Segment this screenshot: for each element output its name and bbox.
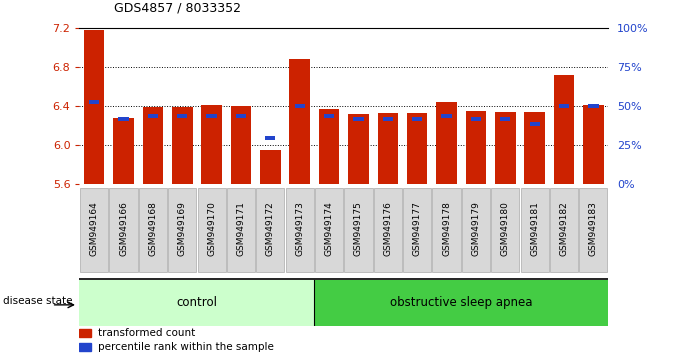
Bar <box>500 117 511 121</box>
Text: GSM949177: GSM949177 <box>413 201 422 256</box>
Text: percentile rank within the sample: percentile rank within the sample <box>98 342 274 352</box>
Bar <box>553 75 574 184</box>
Bar <box>466 111 486 184</box>
Bar <box>201 105 222 184</box>
Text: GSM949169: GSM949169 <box>178 201 187 256</box>
Bar <box>407 113 428 184</box>
Text: GSM949179: GSM949179 <box>471 201 480 256</box>
Text: GSM949166: GSM949166 <box>119 201 128 256</box>
FancyBboxPatch shape <box>520 188 549 273</box>
Text: GSM949180: GSM949180 <box>501 201 510 256</box>
FancyBboxPatch shape <box>374 188 402 273</box>
Bar <box>583 105 604 184</box>
Text: GSM949174: GSM949174 <box>325 201 334 256</box>
Bar <box>142 107 163 184</box>
FancyBboxPatch shape <box>491 188 520 273</box>
Text: GSM949168: GSM949168 <box>149 201 158 256</box>
Bar <box>353 117 363 121</box>
FancyBboxPatch shape <box>314 280 608 326</box>
Bar <box>471 117 481 121</box>
Bar <box>412 117 422 121</box>
Bar <box>89 100 100 104</box>
FancyBboxPatch shape <box>109 188 138 273</box>
FancyBboxPatch shape <box>462 188 490 273</box>
Text: GDS4857 / 8033352: GDS4857 / 8033352 <box>114 1 241 14</box>
FancyBboxPatch shape <box>139 188 167 273</box>
Bar <box>290 59 310 184</box>
Bar <box>559 104 569 108</box>
Text: GSM949182: GSM949182 <box>560 201 569 256</box>
Bar <box>377 113 398 184</box>
Bar <box>588 104 598 108</box>
Bar <box>113 118 134 184</box>
Text: GSM949171: GSM949171 <box>236 201 245 256</box>
Bar <box>118 117 129 121</box>
Text: disease state: disease state <box>3 296 73 306</box>
Bar <box>524 112 545 184</box>
Bar <box>265 136 276 140</box>
Bar <box>148 114 158 118</box>
Text: GSM949172: GSM949172 <box>266 201 275 256</box>
FancyBboxPatch shape <box>579 188 607 273</box>
FancyBboxPatch shape <box>79 280 314 326</box>
Bar <box>294 104 305 108</box>
Bar <box>383 117 393 121</box>
FancyBboxPatch shape <box>315 188 343 273</box>
FancyBboxPatch shape <box>198 188 226 273</box>
Text: GSM949178: GSM949178 <box>442 201 451 256</box>
FancyBboxPatch shape <box>227 188 255 273</box>
Bar <box>442 114 452 118</box>
Text: GSM949176: GSM949176 <box>384 201 392 256</box>
Text: GSM949175: GSM949175 <box>354 201 363 256</box>
FancyBboxPatch shape <box>433 188 461 273</box>
Bar <box>84 30 104 184</box>
Bar <box>319 109 339 184</box>
Text: obstructive sleep apnea: obstructive sleep apnea <box>390 296 533 309</box>
FancyBboxPatch shape <box>344 188 372 273</box>
FancyBboxPatch shape <box>550 188 578 273</box>
Bar <box>79 343 91 351</box>
FancyBboxPatch shape <box>285 188 314 273</box>
Text: GSM949164: GSM949164 <box>90 201 99 256</box>
Text: GSM949173: GSM949173 <box>295 201 304 256</box>
Bar <box>172 107 193 184</box>
Bar <box>177 114 187 118</box>
Text: GSM949170: GSM949170 <box>207 201 216 256</box>
Text: GSM949183: GSM949183 <box>589 201 598 256</box>
Bar <box>495 112 515 184</box>
Bar <box>324 114 334 118</box>
Text: GSM949181: GSM949181 <box>530 201 539 256</box>
Bar <box>207 114 217 118</box>
Bar <box>436 102 457 184</box>
Bar <box>231 106 252 184</box>
Bar <box>236 114 246 118</box>
FancyBboxPatch shape <box>80 188 108 273</box>
Bar <box>79 329 91 337</box>
Bar <box>348 114 369 184</box>
Bar <box>529 122 540 126</box>
Bar <box>260 150 281 184</box>
Text: transformed count: transformed count <box>98 328 196 338</box>
FancyBboxPatch shape <box>256 188 285 273</box>
FancyBboxPatch shape <box>403 188 431 273</box>
Text: control: control <box>176 296 218 309</box>
FancyBboxPatch shape <box>168 188 196 273</box>
